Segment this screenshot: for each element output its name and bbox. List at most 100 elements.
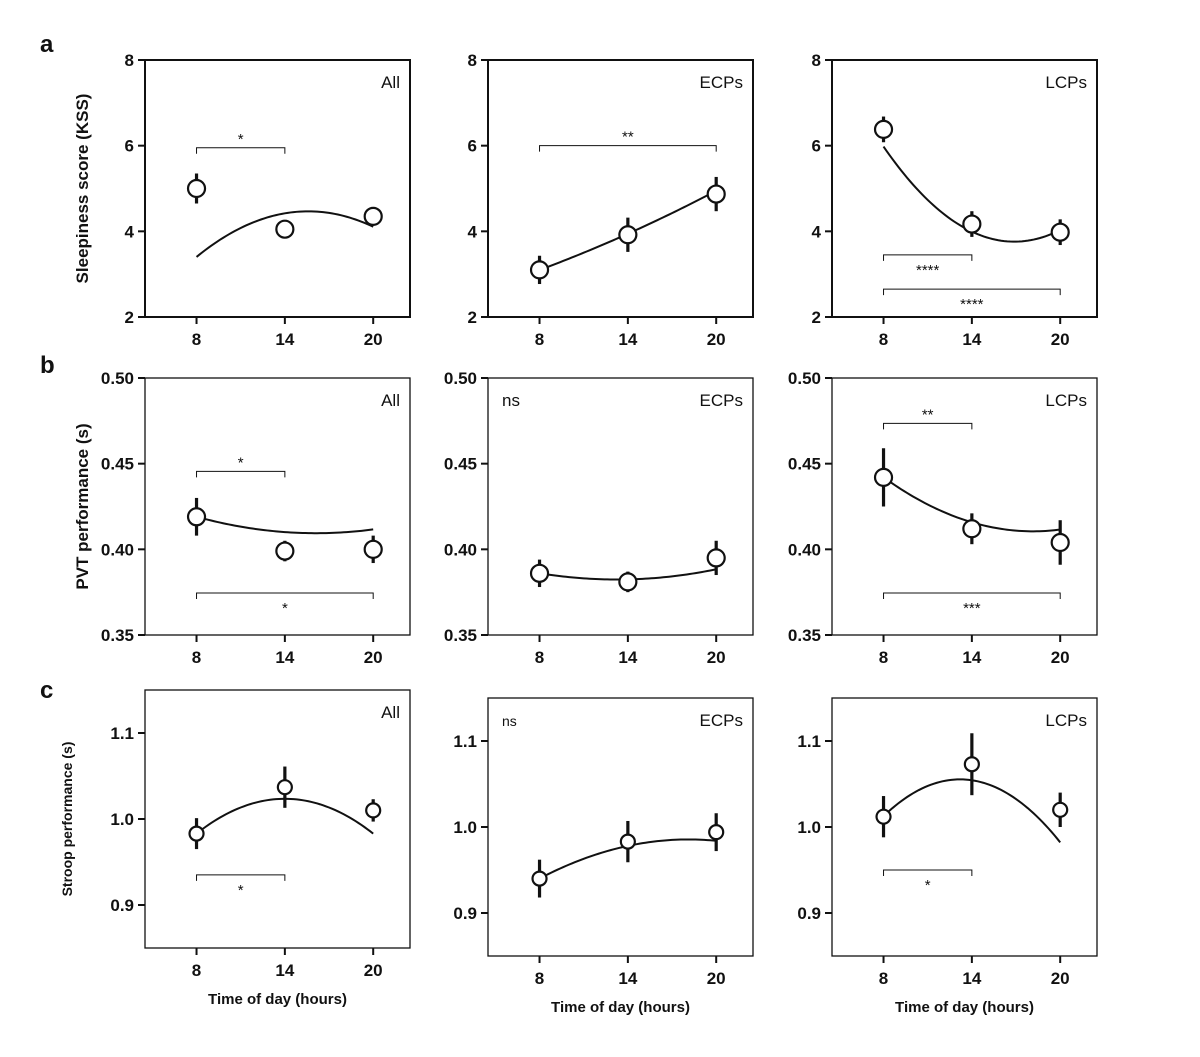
significance-bracket (196, 592, 374, 600)
y-tick-label: 6 (812, 137, 821, 156)
significance-label: * (925, 877, 931, 894)
y-tick-label: 0.40 (444, 540, 477, 559)
chart-a-0: 2 4 6 8 8 14 20 Sleepiness score (KSS) All * (73, 51, 411, 349)
y-tick-label: 1.0 (453, 818, 477, 837)
chart-a-2: 2 4 6 8 8 14 20 LCPs **** **** (812, 51, 1098, 349)
x-tick-label: 20 (1051, 648, 1070, 667)
data-point (188, 825, 205, 842)
y-tick-label: 0.9 (797, 904, 821, 923)
significance-bracket (196, 470, 286, 478)
y-tick-label: 1.0 (797, 818, 821, 837)
x-tick-label: 14 (962, 648, 981, 667)
chart-b-0: 0.35 0.40 0.45 0.50 8 14 20 PVT performance (s)… (73, 369, 411, 667)
chart-c-1: 0.9 1.0 1.1 8 14 20 Time of day (hours) ECPs ns (453, 697, 754, 1016)
y-tick-label: 1.1 (110, 724, 134, 743)
x-tick-label: 20 (707, 330, 726, 349)
x-tick-label: 8 (535, 969, 544, 988)
x-axis-label: Time of day (hours) (208, 991, 347, 1008)
data-point (963, 756, 980, 773)
y-tick-label: 1.1 (797, 732, 821, 751)
y-tick-label: 0.9 (110, 896, 134, 915)
y-axis-label: Stroop performance (s) (59, 742, 75, 897)
x-tick-label: 14 (962, 330, 981, 349)
y-tick-label: 0.50 (101, 369, 134, 388)
plot-frame (831, 697, 1098, 957)
x-tick-label: 14 (275, 330, 294, 349)
x-tick-label: 20 (707, 648, 726, 667)
significance-label: * (238, 882, 244, 899)
x-tick-label: 14 (962, 969, 981, 988)
x-tick-label: 14 (618, 648, 637, 667)
y-tick-label: 0.9 (453, 904, 477, 923)
plot-frame (831, 59, 1098, 318)
panel-label-a: a (40, 31, 54, 58)
significance-label: *** (963, 600, 981, 617)
data-point (1050, 532, 1070, 553)
group-title: LCPs (1045, 391, 1087, 410)
y-tick-label: 6 (468, 137, 477, 156)
y-tick-label: 4 (812, 222, 822, 241)
plot-frame (144, 689, 411, 949)
group-title: LCPs (1045, 711, 1087, 730)
x-tick-label: 14 (275, 648, 294, 667)
y-axis-label: Sleepiness score (KSS) (73, 94, 92, 284)
x-tick-label: 8 (879, 969, 888, 988)
significance-label: ** (622, 129, 634, 146)
fit-curve (195, 210, 374, 258)
group-title: All (381, 73, 400, 92)
y-tick-label: 0.45 (101, 455, 134, 474)
y-tick-label: 0.35 (101, 626, 134, 645)
y-tick-label: 6 (125, 137, 134, 156)
data-point (529, 563, 550, 583)
data-point (875, 808, 892, 825)
data-point (618, 572, 638, 592)
data-point (1050, 222, 1070, 242)
x-tick-label: 20 (707, 969, 726, 988)
plot-frame (144, 59, 411, 318)
x-tick-label: 8 (192, 330, 201, 349)
group-title: LCPs (1045, 73, 1087, 92)
significance-bracket (883, 254, 973, 261)
group-title: All (381, 391, 400, 410)
data-point (962, 519, 982, 539)
y-tick-label: 2 (468, 308, 477, 327)
data-point (363, 206, 383, 226)
y-tick-label: 0.35 (788, 626, 821, 645)
plot-frame (144, 377, 411, 636)
y-tick-label: 0.50 (788, 369, 821, 388)
significance-label: * (238, 131, 244, 148)
x-tick-label: 20 (364, 961, 383, 980)
data-point (619, 833, 636, 850)
x-tick-label: 8 (535, 330, 544, 349)
x-tick-label: 8 (192, 648, 201, 667)
y-tick-label: 0.35 (444, 626, 477, 645)
group-title: ECPs (700, 391, 743, 410)
data-point (873, 119, 894, 139)
chart-a-1: 2 4 6 8 8 14 20 ECPs ** (468, 51, 754, 349)
y-tick-label: 4 (125, 222, 135, 241)
data-point (275, 541, 295, 561)
x-axis-label: Time of day (hours) (895, 999, 1034, 1016)
x-tick-label: 14 (618, 330, 637, 349)
y-tick-label: 0.45 (444, 455, 477, 474)
significance-label: ** (922, 406, 934, 423)
data-point (962, 214, 982, 234)
x-tick-label: 20 (364, 648, 383, 667)
chart-grid: 2 4 6 8 8 14 20 Sleepiness score (KSS) All * 2 4 6 8 8… (59, 51, 1098, 1016)
significance-bracket (883, 869, 973, 876)
y-tick-label: 1.0 (110, 810, 134, 829)
data-point (363, 539, 383, 559)
y-tick-label: 2 (812, 308, 821, 327)
significance-bracket (539, 145, 717, 152)
data-point (275, 219, 295, 239)
y-tick-label: 1.1 (453, 732, 477, 751)
significance-bracket (883, 288, 1061, 296)
fit-curve (196, 515, 374, 535)
y-tick-label: 4 (468, 222, 478, 241)
x-tick-label: 20 (1051, 969, 1070, 988)
chart-b-1: 0.35 0.40 0.45 0.50 8 14 20 ECPs ns (444, 369, 754, 667)
data-point (529, 260, 550, 280)
data-point (618, 225, 638, 245)
